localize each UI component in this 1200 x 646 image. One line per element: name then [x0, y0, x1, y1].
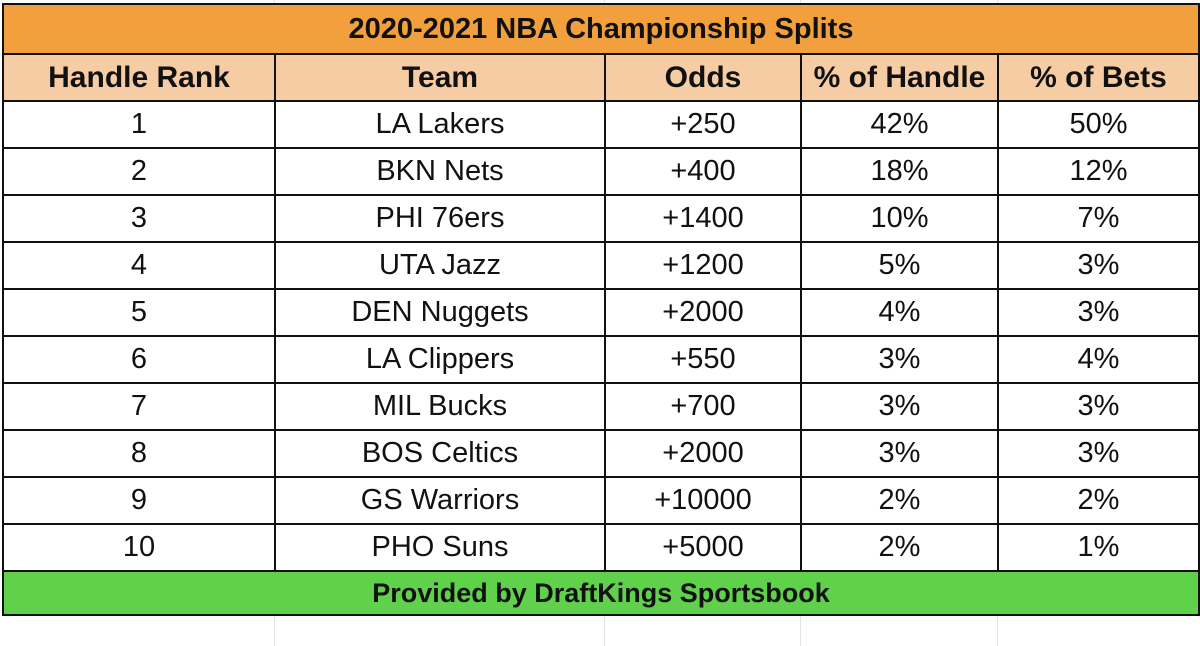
cell-pct-handle: 2%: [800, 476, 999, 525]
cell-pct-handle: 4%: [800, 288, 999, 337]
table-row: 4 UTA Jazz +1200 5% 3%: [2, 241, 1200, 290]
title-row: 2020-2021 NBA Championship Splits: [2, 3, 1200, 55]
cell-pct-bets: 2%: [997, 476, 1200, 525]
cell-team: DEN Nuggets: [274, 288, 606, 337]
cell-odds: +2000: [604, 288, 802, 337]
cell-team: BKN Nets: [274, 147, 606, 196]
footer-row: Provided by DraftKings Sportsbook: [2, 570, 1200, 616]
cell-pct-handle: 2%: [800, 523, 999, 572]
table-row: 1 LA Lakers +250 42% 50%: [2, 100, 1200, 149]
cell-pct-bets: 3%: [997, 241, 1200, 290]
cell-pct-handle: 3%: [800, 429, 999, 478]
table-title: 2020-2021 NBA Championship Splits: [2, 3, 1200, 55]
cell-team: LA Clippers: [274, 335, 606, 384]
cell-team: GS Warriors: [274, 476, 606, 525]
column-header-handle-rank: Handle Rank: [2, 53, 276, 102]
cell-pct-bets: 3%: [997, 429, 1200, 478]
cell-team: PHI 76ers: [274, 194, 606, 243]
table-row: 3 PHI 76ers +1400 10% 7%: [2, 194, 1200, 243]
cell-pct-handle: 42%: [800, 100, 999, 149]
table-row: 8 BOS Celtics +2000 3% 3%: [2, 429, 1200, 478]
cell-pct-bets: 3%: [997, 288, 1200, 337]
cell-team: UTA Jazz: [274, 241, 606, 290]
championship-splits-table: 2020-2021 NBA Championship Splits Handle…: [2, 3, 1200, 616]
table-row: 7 MIL Bucks +700 3% 3%: [2, 382, 1200, 431]
column-header-pct-handle: % of Handle: [800, 53, 999, 102]
cell-rank: 2: [2, 147, 276, 196]
cell-pct-bets: 3%: [997, 382, 1200, 431]
cell-pct-handle: 3%: [800, 382, 999, 431]
cell-odds: +250: [604, 100, 802, 149]
table-row: 9 GS Warriors +10000 2% 2%: [2, 476, 1200, 525]
cell-odds: +2000: [604, 429, 802, 478]
cell-rank: 10: [2, 523, 276, 572]
cell-odds: +550: [604, 335, 802, 384]
column-header-pct-bets: % of Bets: [997, 53, 1200, 102]
cell-pct-handle: 18%: [800, 147, 999, 196]
cell-odds: +10000: [604, 476, 802, 525]
cell-rank: 9: [2, 476, 276, 525]
cell-odds: +400: [604, 147, 802, 196]
cell-pct-handle: 10%: [800, 194, 999, 243]
cell-pct-bets: 12%: [997, 147, 1200, 196]
cell-odds: +1200: [604, 241, 802, 290]
source-credit: Provided by DraftKings Sportsbook: [2, 570, 1200, 616]
table-row: 5 DEN Nuggets +2000 4% 3%: [2, 288, 1200, 337]
cell-team: PHO Suns: [274, 523, 606, 572]
cell-rank: 3: [2, 194, 276, 243]
cell-team: MIL Bucks: [274, 382, 606, 431]
cell-team: LA Lakers: [274, 100, 606, 149]
cell-pct-bets: 7%: [997, 194, 1200, 243]
cell-pct-bets: 4%: [997, 335, 1200, 384]
cell-rank: 8: [2, 429, 276, 478]
cell-odds: +1400: [604, 194, 802, 243]
cell-team: BOS Celtics: [274, 429, 606, 478]
table-row: 10 PHO Suns +5000 2% 1%: [2, 523, 1200, 572]
column-header-odds: Odds: [604, 53, 802, 102]
cell-rank: 7: [2, 382, 276, 431]
header-row: Handle Rank Team Odds % of Handle % of B…: [2, 53, 1200, 102]
cell-pct-handle: 5%: [800, 241, 999, 290]
table-row: 2 BKN Nets +400 18% 12%: [2, 147, 1200, 196]
column-header-team: Team: [274, 53, 606, 102]
cell-rank: 4: [2, 241, 276, 290]
cell-pct-bets: 1%: [997, 523, 1200, 572]
cell-pct-bets: 50%: [997, 100, 1200, 149]
cell-odds: +5000: [604, 523, 802, 572]
table-row: 6 LA Clippers +550 3% 4%: [2, 335, 1200, 384]
cell-pct-handle: 3%: [800, 335, 999, 384]
cell-rank: 6: [2, 335, 276, 384]
cell-rank: 5: [2, 288, 276, 337]
cell-odds: +700: [604, 382, 802, 431]
cell-rank: 1: [2, 100, 276, 149]
